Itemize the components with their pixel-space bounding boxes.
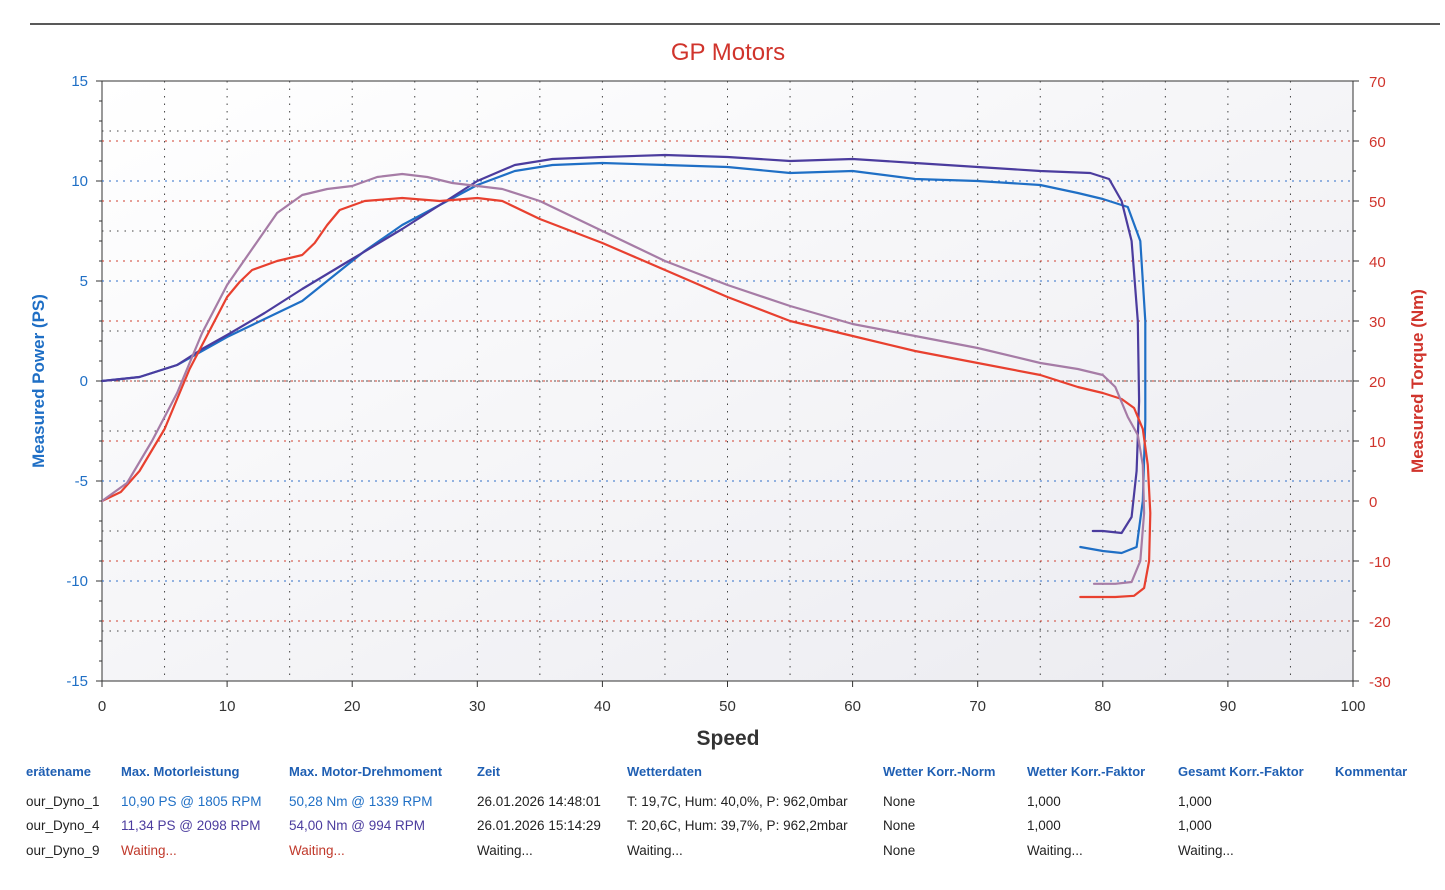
row-device: our_Dyno_1: [26, 794, 100, 809]
x-tick-label: 50: [719, 698, 736, 715]
left-tick-labels: -15 -10 -5 0 5 10 15: [66, 73, 102, 690]
vertical-grid: [102, 81, 1353, 681]
series-line-2: [100, 153, 1141, 535]
row-corr-norm: None: [883, 818, 916, 833]
header-max-torque: Max. Motor-Drehmoment: [289, 764, 443, 779]
right-tick-label: 0: [1369, 494, 1377, 511]
row-corr-factor: Waiting...: [1027, 843, 1083, 858]
x-tick-label: 20: [344, 698, 361, 715]
header-total-factor: Gesamt Korr.-Faktor: [1178, 764, 1304, 779]
right-tick-label: 50: [1369, 194, 1386, 211]
x-tick-label: 40: [594, 698, 611, 715]
series-lines: [100, 153, 1152, 599]
row-corr-norm: None: [883, 794, 916, 809]
row-corr-norm: None: [883, 843, 916, 858]
row-time: Waiting...: [477, 843, 533, 858]
left-tick-label: 10: [71, 173, 88, 190]
right-tick-label: 10: [1369, 434, 1386, 451]
header-corr-norm: Wetter Korr.-Norm: [883, 764, 996, 779]
row-weather: T: 19,7C, Hum: 40,0%, P: 962,0mbar: [627, 794, 848, 809]
x-tick-label: 70: [969, 698, 986, 715]
row-time: 26.01.2026 14:48:01: [477, 794, 601, 809]
right-tick-label: -10: [1369, 554, 1391, 571]
header-device: erätename: [26, 764, 92, 779]
right-tick-label: 30: [1369, 314, 1386, 331]
x-tick-label: 80: [1094, 698, 1111, 715]
right-tick-labels: -30 -20 -10 0 10 20 30 40 50 60 70: [1353, 74, 1391, 691]
right-tick-label: 60: [1369, 134, 1386, 151]
row-corr-factor: 1,000: [1027, 794, 1061, 809]
x-tick-label: 60: [844, 698, 861, 715]
row-max-torque: Waiting...: [289, 843, 345, 858]
x-tick-label: 90: [1220, 698, 1237, 715]
row-total-factor: 1,000: [1178, 794, 1212, 809]
row-max-power: 11,34 PS @ 2098 RPM: [121, 818, 261, 833]
header-corr-factor: Wetter Korr.-Faktor: [1027, 764, 1146, 779]
left-tick-label: 15: [71, 73, 88, 90]
dyno-chart: GP Motors 0 10 20 30 40 50 60 70 80 90 100 -15-10-…: [29, 23, 1440, 750]
header-comment: Kommentar: [1335, 764, 1408, 779]
row-device: our_Dyno_9: [26, 843, 100, 858]
left-tick-label: -15: [66, 673, 88, 690]
left-tick-label: -10: [66, 573, 88, 590]
left-tick-label: 0: [80, 373, 88, 390]
series-line-1: [100, 161, 1147, 555]
right-axis-label: Measured Torque (Nm): [1408, 289, 1427, 473]
chart-title: GP Motors: [671, 39, 785, 66]
row-max-torque: 54,00 Nm @ 994 RPM: [289, 818, 426, 833]
row-corr-factor: 1,000: [1027, 818, 1061, 833]
row-device: our_Dyno_4: [26, 818, 100, 833]
header-weather: Wetterdaten: [627, 764, 702, 779]
table-row: our_Dyno_4 11,34 PS @ 2098 RPM 54,00 Nm …: [0, 818, 1445, 842]
right-tick-label: 20: [1369, 374, 1386, 391]
row-weather: Waiting...: [627, 843, 683, 858]
right-tick-label: 70: [1369, 74, 1386, 91]
series-line-3: [100, 196, 1152, 599]
row-max-torque: 50,28 Nm @ 1339 RPM: [289, 794, 433, 809]
left-tick-label: -5: [75, 473, 88, 490]
table-row: our_Dyno_1 10,90 PS @ 1805 RPM 50,28 Nm …: [0, 794, 1445, 818]
left-axis-label: Measured Power (PS): [29, 294, 48, 468]
row-max-power: 10,90 PS @ 1805 RPM: [121, 794, 262, 809]
left-tick-label: 5: [80, 273, 88, 290]
x-tick-labels: 0 10 20 30 40 50 60 70 80 90 100: [98, 681, 1366, 715]
table-header: erätename Max. Motorleistung Max. Motor-…: [0, 764, 1445, 788]
x-tick-label: 0: [98, 698, 106, 715]
right-tick-label: 40: [1369, 254, 1386, 271]
x-axis-label: Speed: [696, 727, 759, 750]
row-total-factor: Waiting...: [1178, 843, 1234, 858]
x-tick-label: 30: [469, 698, 486, 715]
right-tick-label: -20: [1369, 614, 1391, 631]
row-total-factor: 1,000: [1178, 818, 1212, 833]
x-tick-label: 10: [219, 698, 236, 715]
header-max-power: Max. Motorleistung: [121, 764, 240, 779]
table-row: our_Dyno_9 Waiting... Waiting... Waiting…: [0, 843, 1445, 867]
row-weather: T: 20,6C, Hum: 39,7%, P: 962,2mbar: [627, 818, 848, 833]
series-line-4: [100, 172, 1146, 585]
row-max-power: Waiting...: [121, 843, 177, 858]
header-time: Zeit: [477, 764, 501, 779]
right-tick-label: -30: [1369, 674, 1391, 691]
row-time: 26.01.2026 15:14:29: [477, 818, 601, 833]
x-tick-label: 100: [1340, 698, 1365, 715]
